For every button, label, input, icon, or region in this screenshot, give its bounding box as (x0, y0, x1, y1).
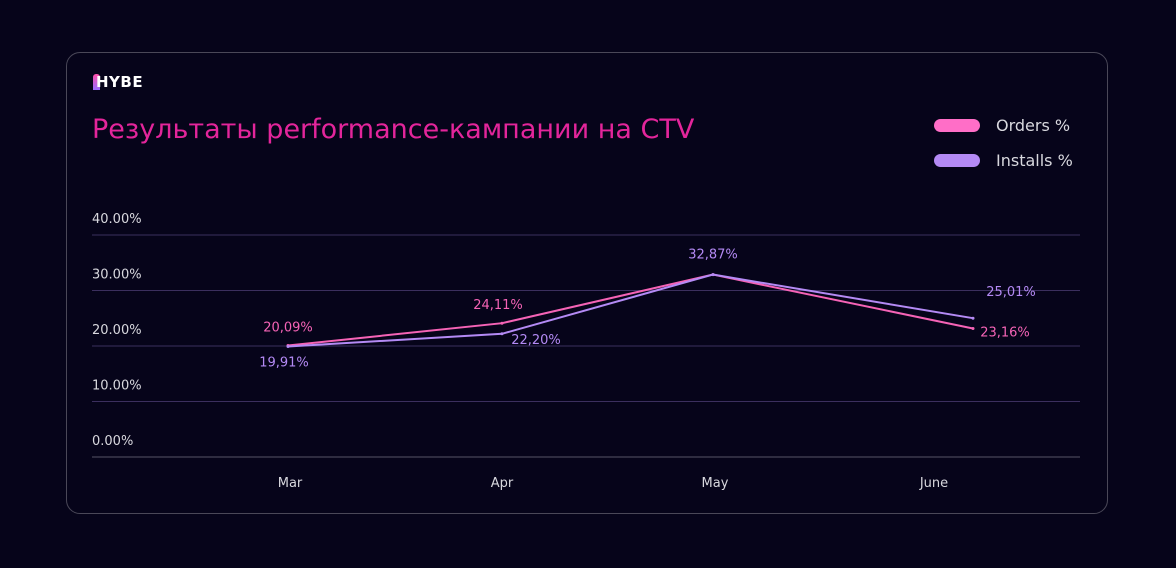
data-label: 22,20% (511, 333, 561, 348)
hybe-logo: HYBE (93, 73, 143, 91)
y-tick-label: 40.00% (92, 212, 142, 227)
x-tick-label: Mar (278, 476, 303, 491)
data-label: 24,11% (473, 298, 523, 313)
legend-item-installs: Installs % (934, 143, 1073, 178)
data-point (500, 332, 504, 336)
y-tick-label: 20.00% (92, 323, 142, 338)
y-tick-label: 30.00% (92, 268, 142, 283)
series-line-orders (287, 273, 974, 347)
data-point (971, 316, 975, 320)
data-label: 19,91% (259, 355, 309, 370)
y-tick-label: 10.00% (92, 379, 142, 394)
chart-card (66, 52, 1108, 514)
data-point (971, 326, 975, 330)
data-label: 25,01% (986, 285, 1036, 300)
logo-text: HYBE (96, 73, 144, 91)
logo-mark-icon (93, 74, 100, 90)
data-label: 32,87% (688, 248, 738, 263)
data-point (286, 344, 290, 348)
data-label: 23,16% (980, 325, 1030, 340)
legend-item-orders: Orders % (934, 108, 1073, 143)
x-tick-label: Apr (491, 476, 514, 491)
legend-label: Installs % (996, 151, 1073, 170)
installs-swatch (934, 154, 980, 167)
data-point (500, 321, 504, 325)
series-line-installs (287, 273, 974, 348)
legend: Orders % Installs % (934, 108, 1073, 178)
orders-swatch (934, 119, 980, 132)
chart-title: Результаты performance-кампании на CTV (92, 114, 695, 145)
legend-label: Orders % (996, 116, 1071, 135)
data-point (711, 273, 715, 277)
x-tick-label: June (919, 476, 948, 491)
data-label: 20,09% (263, 321, 313, 336)
y-tick-label: 0.00% (92, 434, 133, 449)
x-tick-label: May (702, 476, 729, 491)
